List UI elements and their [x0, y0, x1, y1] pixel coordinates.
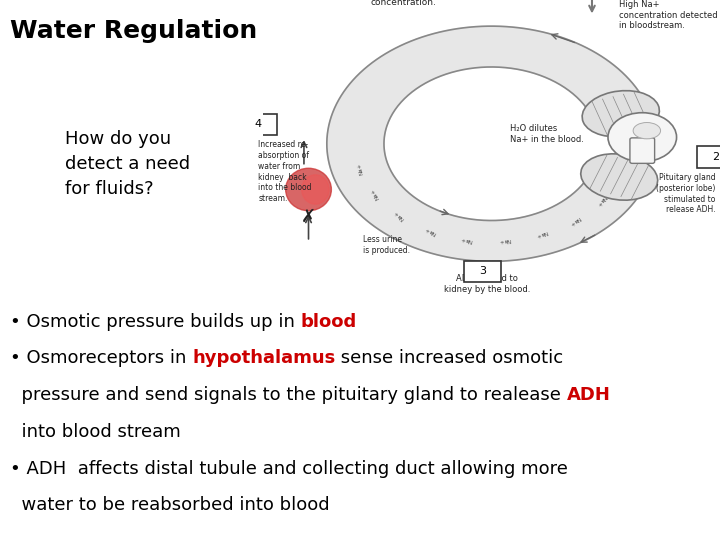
- FancyBboxPatch shape: [464, 261, 500, 282]
- Ellipse shape: [633, 123, 660, 139]
- Text: 4: 4: [255, 119, 262, 129]
- Ellipse shape: [581, 154, 657, 200]
- Text: blood: blood: [301, 313, 357, 330]
- Text: ✗: ✗: [301, 208, 316, 226]
- Text: Na+: Na+: [595, 194, 607, 207]
- Text: How do you
detect a need
for fluids?: How do you detect a need for fluids?: [65, 130, 190, 198]
- Text: Na+: Na+: [460, 235, 473, 243]
- Text: Lower Na+
concentration.: Lower Na+ concentration.: [371, 0, 436, 6]
- Text: • Osmoreceptors in: • Osmoreceptors in: [10, 349, 192, 367]
- Polygon shape: [327, 26, 648, 261]
- Text: Pituitary gland
(posterior lobe)
stimulated to
release ADH.: Pituitary gland (posterior lobe) stimula…: [656, 173, 716, 214]
- Text: Na+: Na+: [615, 170, 624, 184]
- Ellipse shape: [302, 175, 329, 204]
- Text: Na+: Na+: [535, 230, 549, 239]
- Text: Water Regulation: Water Regulation: [10, 19, 257, 43]
- Text: ADH carried to
kidney by the blood.: ADH carried to kidney by the blood.: [444, 274, 530, 294]
- Text: 2: 2: [712, 152, 719, 162]
- Ellipse shape: [286, 168, 331, 211]
- Text: Increased re-
absorption of
water from
kidney  back
into the blood
stream.: Increased re- absorption of water from k…: [258, 140, 312, 203]
- Text: High Na+
concentration detected
in bloodstream.: High Na+ concentration detected in blood…: [619, 0, 718, 30]
- Text: • Osmotic pressure builds up in: • Osmotic pressure builds up in: [10, 313, 301, 330]
- Text: Na+: Na+: [568, 215, 581, 226]
- FancyBboxPatch shape: [240, 114, 276, 135]
- Text: 3: 3: [479, 266, 486, 276]
- Text: H₂O dilutes
Na+ in the blood.: H₂O dilutes Na+ in the blood.: [510, 124, 584, 144]
- Ellipse shape: [582, 91, 660, 137]
- Text: Na+: Na+: [498, 238, 511, 244]
- FancyBboxPatch shape: [697, 146, 720, 167]
- Text: pressure and send signals to the pituitary gland to realease: pressure and send signals to the pituita…: [10, 386, 567, 404]
- Text: Na+: Na+: [369, 187, 380, 200]
- Text: Na+: Na+: [423, 226, 437, 235]
- Text: water to be reabsorbed into blood: water to be reabsorbed into blood: [10, 496, 330, 514]
- Text: hypothalamus: hypothalamus: [192, 349, 336, 367]
- Text: • ADH  affects distal tubule and collecting duct allowing more: • ADH affects distal tubule and collecti…: [10, 460, 568, 477]
- Text: sense increased osmotic: sense increased osmotic: [336, 349, 564, 367]
- Text: Na+: Na+: [356, 163, 364, 176]
- FancyBboxPatch shape: [630, 138, 654, 163]
- Text: ADH: ADH: [567, 386, 611, 404]
- Text: Na+: Na+: [393, 209, 405, 221]
- Text: into blood stream: into blood stream: [10, 423, 181, 441]
- Circle shape: [608, 113, 677, 161]
- Text: Less urine
is produced.: Less urine is produced.: [364, 235, 410, 255]
